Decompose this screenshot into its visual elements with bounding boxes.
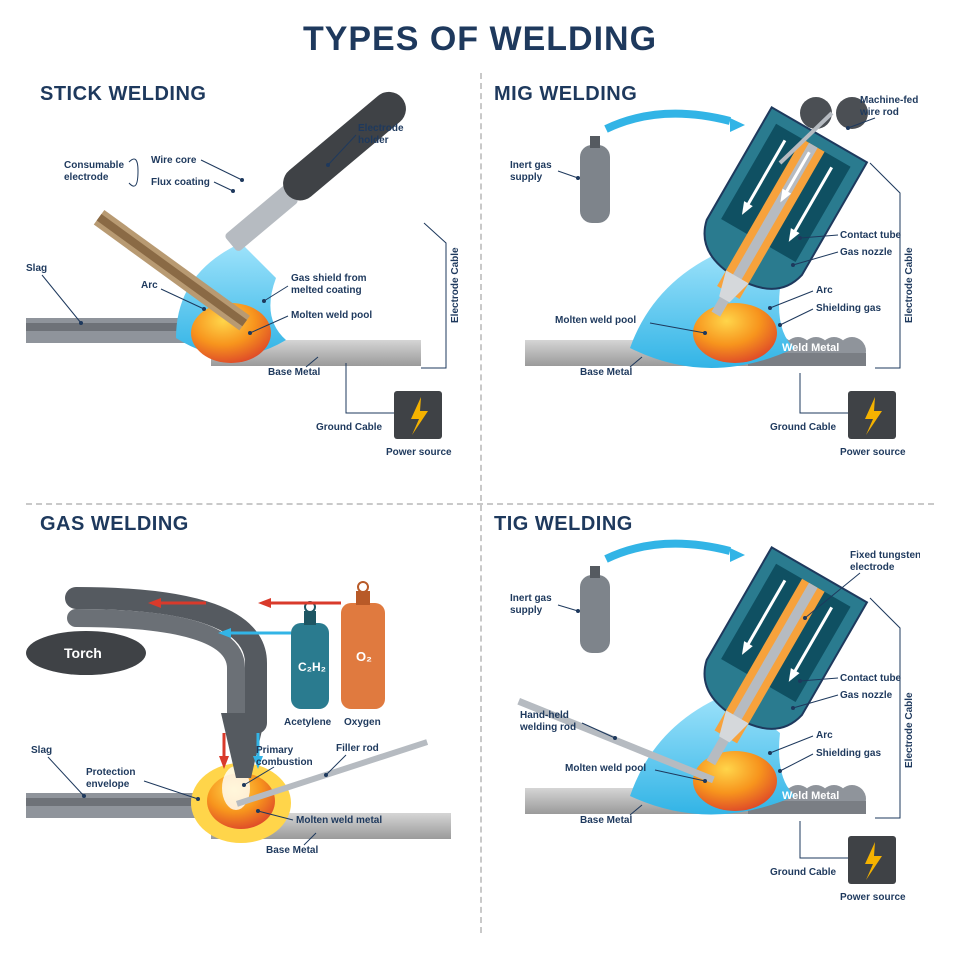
svg-text:Base Metal: Base Metal xyxy=(580,815,632,826)
svg-text:Contact tube: Contact tube xyxy=(840,230,902,241)
svg-text:Oxygen: Oxygen xyxy=(344,717,381,728)
svg-text:Wire core: Wire core xyxy=(151,155,197,166)
svg-text:Acetylene: Acetylene xyxy=(284,717,332,728)
svg-text:Slag: Slag xyxy=(31,745,52,756)
panel-tig: TIG WELDING xyxy=(480,503,934,933)
svg-text:Shielding gas: Shielding gas xyxy=(816,303,881,314)
svg-text:Inert gassupply: Inert gassupply xyxy=(510,160,552,183)
svg-text:Contact tube: Contact tube xyxy=(840,673,902,684)
panel-mig: MIG WELDING xyxy=(480,73,934,503)
svg-text:Molten weld metal: Molten weld metal xyxy=(296,815,382,826)
svg-text:Electrodeholder: Electrodeholder xyxy=(358,123,404,146)
main-title: TYPES OF WELDING xyxy=(26,20,934,59)
svg-text:Torch: Torch xyxy=(64,645,102,661)
svg-text:Arc: Arc xyxy=(816,285,833,296)
svg-text:Consumableelectrode: Consumableelectrode xyxy=(64,160,124,183)
mig-svg: Machine-fedwire rod Inert gassupply Cont… xyxy=(480,73,920,473)
svg-text:Primarycombustion: Primarycombustion xyxy=(256,745,313,768)
svg-text:Molten weld pool: Molten weld pool xyxy=(565,763,646,774)
svg-text:Arc: Arc xyxy=(816,730,833,741)
svg-text:Slag: Slag xyxy=(26,263,47,274)
panel-grid: STICK WELDING xyxy=(26,73,934,933)
gas-svg: Torch C₂H₂ O₂ Acetylene Oxygen Slag Prot… xyxy=(26,503,466,903)
svg-text:Power source: Power source xyxy=(840,447,906,458)
svg-text:Fixed tungstenelectrode: Fixed tungstenelectrode xyxy=(850,550,920,573)
svg-text:Inert gassupply: Inert gassupply xyxy=(510,593,552,616)
svg-text:Protectionenvelope: Protectionenvelope xyxy=(86,767,135,790)
svg-text:Ground Cable: Ground Cable xyxy=(770,422,837,433)
svg-text:Electrode Cable: Electrode Cable xyxy=(450,247,461,323)
svg-text:Weld Metal: Weld Metal xyxy=(782,790,839,802)
svg-text:Molten weld pool: Molten weld pool xyxy=(555,315,636,326)
svg-text:Solidified Weld Metal: Solidified Weld Metal xyxy=(34,819,144,831)
panel-stick: STICK WELDING xyxy=(26,73,480,503)
svg-text:Flux coating: Flux coating xyxy=(151,177,210,188)
svg-text:Power source: Power source xyxy=(840,892,906,903)
svg-text:Base Metal: Base Metal xyxy=(268,367,320,378)
stick-svg: Consumableelectrode Wire core Flux coati… xyxy=(26,73,466,473)
svg-text:Weld Metal: Weld Metal xyxy=(782,342,839,354)
svg-text:Arc: Arc xyxy=(141,280,158,291)
svg-text:Electrode Cable: Electrode Cable xyxy=(904,692,915,768)
svg-text:Weld Metal: Weld Metal xyxy=(44,346,101,358)
svg-text:Shielding gas: Shielding gas xyxy=(816,748,881,759)
svg-text:Filler rod: Filler rod xyxy=(336,743,379,754)
svg-text:Power source: Power source xyxy=(386,447,452,458)
svg-text:O₂: O₂ xyxy=(356,649,372,664)
svg-text:Base Metal: Base Metal xyxy=(266,845,318,856)
svg-text:Ground Cable: Ground Cable xyxy=(316,422,383,433)
svg-text:C₂H₂: C₂H₂ xyxy=(298,660,326,674)
svg-text:Machine-fedwire rod: Machine-fedwire rod xyxy=(859,95,918,118)
svg-text:Molten weld pool: Molten weld pool xyxy=(291,310,372,321)
svg-text:Electrode Cable: Electrode Cable xyxy=(904,247,915,323)
svg-text:Ground Cable: Ground Cable xyxy=(770,867,837,878)
svg-text:Gas nozzle: Gas nozzle xyxy=(840,690,893,701)
svg-text:Gas nozzle: Gas nozzle xyxy=(840,247,893,258)
svg-text:Hand-heldwelding rod: Hand-heldwelding rod xyxy=(519,710,576,733)
panel-gas: GAS WELDING Torch xyxy=(26,503,480,933)
svg-text:Gas shield frommelted coating: Gas shield frommelted coating xyxy=(291,273,367,296)
tig-svg: Fixed tungstenelectrode Inert gassupply … xyxy=(480,503,920,903)
svg-text:Base Metal: Base Metal xyxy=(580,367,632,378)
